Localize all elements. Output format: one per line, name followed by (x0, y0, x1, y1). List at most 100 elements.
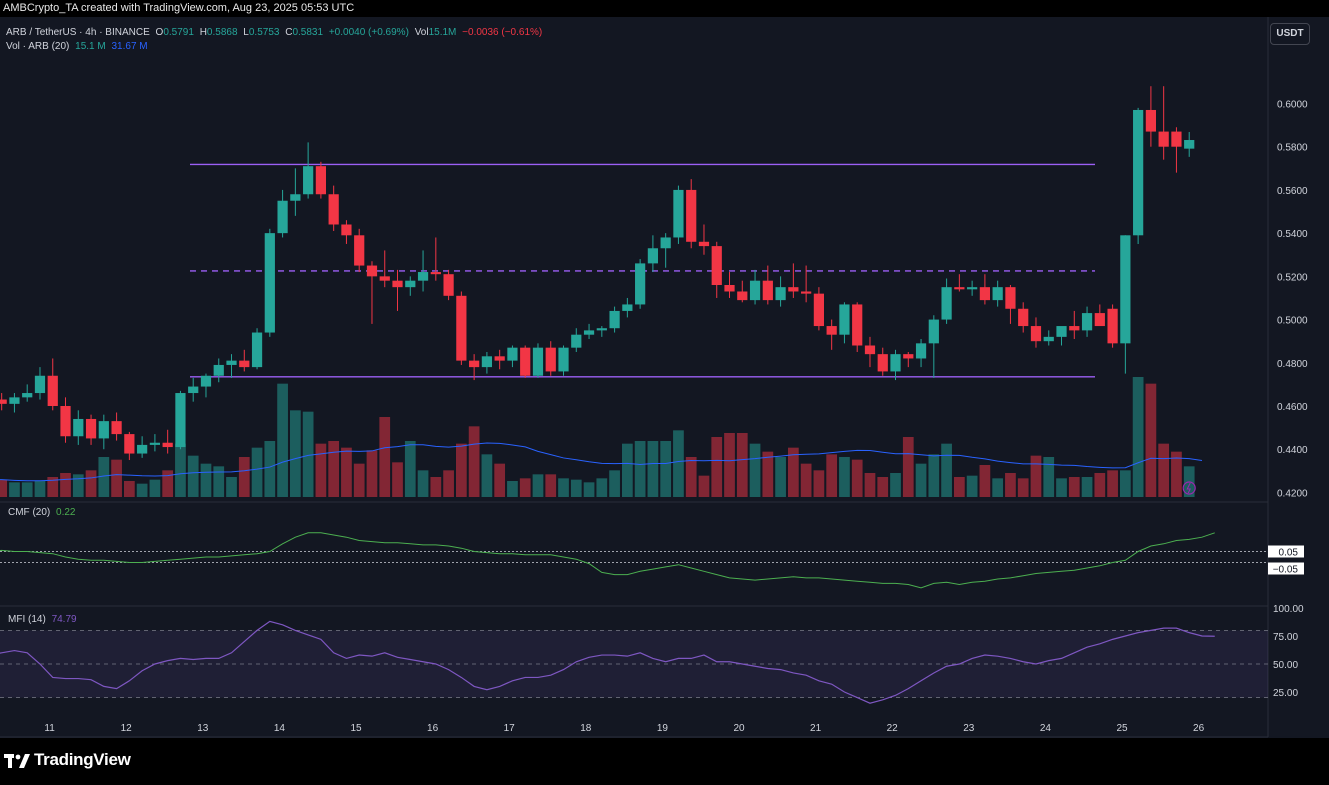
chart-caption: AMBCrypto_TA created with TradingView.co… (3, 2, 355, 14)
candle-body (1018, 308, 1029, 327)
candle-body (864, 345, 876, 355)
candle-body (47, 375, 58, 407)
candle (647, 235, 659, 273)
volume-bar (226, 477, 237, 497)
candle-body (775, 287, 786, 301)
candle (1069, 310, 1080, 340)
volume-bar (928, 454, 940, 497)
volume-bar (736, 433, 748, 497)
candle (967, 280, 978, 296)
candle-body (1094, 313, 1105, 327)
candle-body (85, 418, 97, 439)
brand-logo[interactable]: TradingView (4, 750, 131, 770)
volume-bars (0, 377, 1203, 497)
candle (34, 367, 46, 400)
currency-badge[interactable]: USDT (1270, 23, 1310, 45)
time-tick-label: 25 (1116, 723, 1128, 734)
candle-body (379, 276, 390, 281)
candle (0, 393, 7, 411)
candle-body (124, 434, 135, 454)
candle (507, 345, 518, 368)
volume-bar (787, 447, 799, 497)
candle-body (239, 360, 250, 368)
candle (698, 224, 710, 255)
volume-bar (979, 465, 991, 497)
time-tick-label: 17 (504, 723, 516, 734)
cmf-badge-label: −0.05 (1273, 565, 1299, 576)
candle (162, 429, 173, 454)
legend-close-value: 0.5831 (292, 27, 324, 38)
volume-bar (366, 450, 378, 497)
candle-body (686, 189, 697, 242)
volume-bar (890, 473, 901, 497)
candle (1081, 306, 1093, 337)
candle-body (149, 442, 161, 445)
price-tick-label: 0.4200 (1277, 488, 1308, 499)
candle-body (1158, 131, 1169, 147)
candle-body (22, 393, 33, 398)
volume-bar (136, 483, 148, 497)
candle (801, 265, 812, 303)
legend-vol-label: Vol (414, 27, 429, 38)
volume-bar (277, 383, 288, 497)
legend-close-label: C (285, 27, 293, 38)
candle (264, 228, 275, 337)
time-tick-label: 15 (350, 723, 362, 734)
cmf-legend-value: 0.22 (56, 507, 76, 518)
candle (1158, 86, 1169, 160)
price-tick-label: 0.4600 (1277, 402, 1308, 413)
candle (813, 287, 825, 331)
volume-bar (647, 441, 659, 497)
candle-body (941, 287, 952, 320)
volume-bar (864, 473, 876, 497)
volume-bar (430, 477, 442, 497)
volume-bar (711, 437, 723, 497)
price-tick-label: 0.5800 (1277, 143, 1308, 154)
volume-bar (111, 459, 122, 497)
candle-body (1043, 336, 1054, 342)
candle-body (303, 166, 314, 195)
candle (405, 276, 416, 296)
volume-bar (902, 437, 914, 497)
candle (711, 241, 722, 298)
volume-legend-value: 15.1 M (75, 41, 106, 52)
candle-body (801, 291, 812, 294)
candle (686, 179, 697, 249)
volume-bar (673, 430, 684, 497)
candle-body (788, 287, 799, 292)
volume-bar (685, 457, 697, 497)
volume-bar (1119, 470, 1131, 497)
candle-body (507, 347, 518, 361)
candle (1120, 235, 1131, 374)
volume-bar (813, 470, 825, 497)
volume-bar (915, 463, 927, 497)
legend-open-value: 0.5791 (163, 27, 194, 38)
volume-bar (315, 443, 327, 497)
volume-bar (532, 474, 544, 497)
candle-body (443, 274, 454, 296)
volume-bar (264, 441, 276, 497)
volume-bar (1030, 455, 1042, 497)
candle-body (1184, 140, 1195, 149)
time-tick-label: 18 (580, 723, 592, 734)
time-tick-label: 21 (810, 723, 822, 734)
volume-bar (1094, 473, 1106, 497)
candle (469, 354, 480, 381)
volume-bar (200, 463, 212, 497)
candle-body (852, 304, 863, 346)
time-tick-label: 22 (887, 723, 899, 734)
candle-body (928, 319, 939, 344)
candle-body (622, 304, 633, 311)
volume-bar (800, 463, 812, 497)
candle (22, 384, 33, 402)
time-tick-label: 12 (121, 723, 133, 734)
candle (954, 274, 965, 292)
candle (749, 269, 761, 305)
volume-bar (98, 457, 110, 497)
candle (903, 351, 914, 368)
mfi-tick-label: 75.00 (1273, 632, 1298, 643)
volume-bar (1068, 477, 1080, 497)
volume-bar (941, 443, 952, 497)
candle (635, 259, 646, 309)
